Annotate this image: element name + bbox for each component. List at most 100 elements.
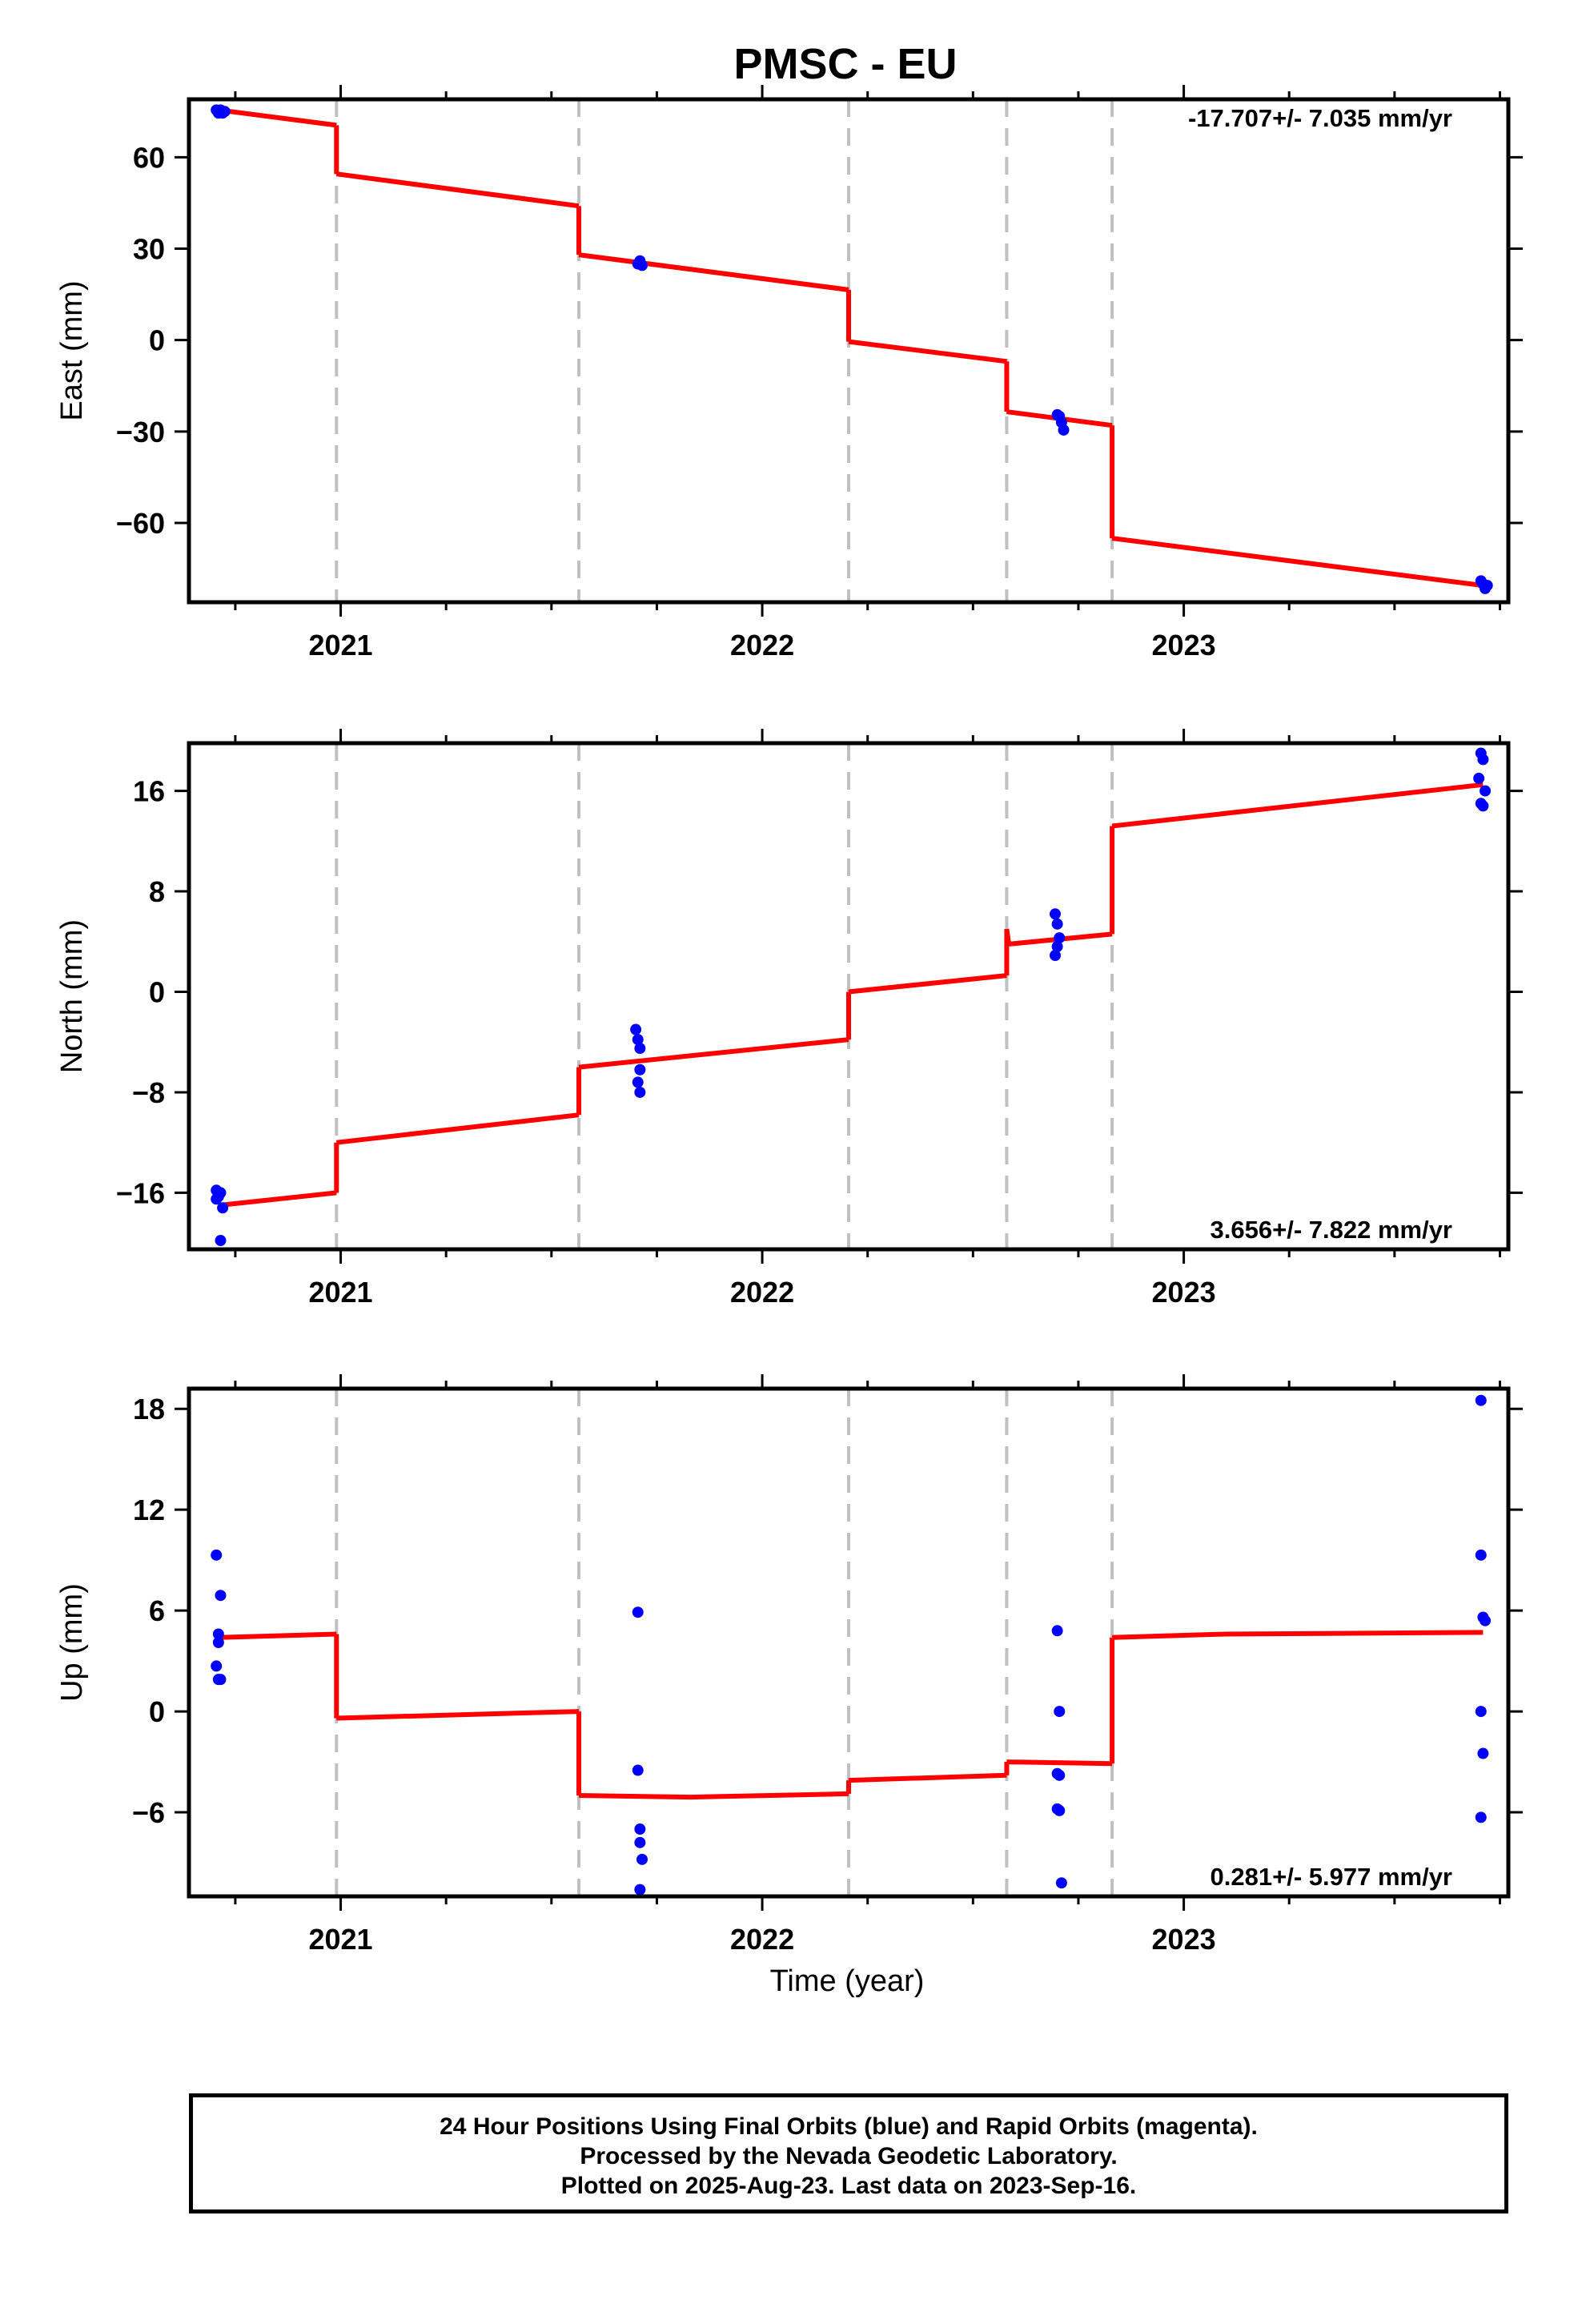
north-model-segment-2 bbox=[578, 1037, 849, 1070]
up-data-point bbox=[632, 1764, 644, 1776]
east-y-tick-label: 30 bbox=[133, 232, 165, 265]
up-model-segment-3 bbox=[848, 1772, 1007, 1783]
north-model-segment-0 bbox=[218, 1190, 337, 1208]
east-data-point bbox=[1481, 580, 1493, 592]
north-panel: −16 −8 0 8 16 2021 2022 2023 North (mm) 3.656+/- … bbox=[55, 729, 1523, 1309]
footer-line-1: 24 Hour Positions Using Final Orbits (bl… bbox=[440, 2113, 1258, 2140]
up-data-point bbox=[1475, 1811, 1487, 1823]
north-plot-area bbox=[211, 743, 1492, 1249]
up-plot-area bbox=[211, 1389, 1492, 1896]
up-model-segment-0 bbox=[218, 1631, 337, 1640]
north-data-point bbox=[634, 1043, 646, 1055]
up-x-tick-label: 2021 bbox=[308, 1923, 372, 1956]
north-y-tick-label: 8 bbox=[149, 875, 165, 908]
east-x-tick-label: 2023 bbox=[1152, 629, 1216, 661]
up-data-point bbox=[215, 1590, 227, 1602]
up-model-segment-1 bbox=[336, 1709, 580, 1721]
east-data-point bbox=[219, 106, 231, 118]
up-data-point bbox=[634, 1884, 646, 1896]
up-panel: −6 0 6 12 18 2021 2022 2023 Up (mm) 0.281+/- 5.97… bbox=[55, 1374, 1523, 1956]
east-model-segment-1 bbox=[335, 171, 580, 209]
north-model-segment-3 bbox=[848, 973, 1007, 995]
east-model-segment-3 bbox=[848, 339, 1007, 364]
up-data-point bbox=[1477, 1747, 1489, 1759]
east-panel: −60 −30 0 30 60 2021 2022 2023 East (mm) -17.707+… bbox=[55, 85, 1523, 661]
east-model-segment-2 bbox=[578, 252, 849, 292]
east-y-tick-label: −30 bbox=[116, 416, 165, 448]
up-y-tick-label: 18 bbox=[133, 1393, 165, 1425]
east-x-tick-label: 2021 bbox=[308, 629, 372, 661]
north-data-point bbox=[1049, 908, 1061, 920]
up-data-point bbox=[1475, 1549, 1487, 1561]
north-data-point bbox=[211, 1193, 223, 1205]
north-x-tick-label: 2021 bbox=[308, 1276, 372, 1309]
footer-line-3: Plotted on 2025-Aug-23. Last data on 202… bbox=[560, 2173, 1137, 2199]
north-y-tick-label: −8 bbox=[132, 1076, 165, 1109]
up-model-segment-4 bbox=[1006, 1759, 1113, 1767]
north-y-tick-label: 16 bbox=[133, 775, 165, 808]
up-data-point bbox=[1480, 1614, 1492, 1626]
east-rate-label: -17.707+/- 7.035 mm/yr bbox=[1188, 104, 1452, 132]
up-rate-label: 0.281+/- 5.977 mm/yr bbox=[1211, 1863, 1452, 1891]
north-x-tick-label: 2023 bbox=[1152, 1276, 1216, 1309]
north-data-point bbox=[630, 1023, 642, 1035]
north-data-point bbox=[1054, 932, 1066, 944]
up-model-segment-5 bbox=[1112, 1630, 1484, 1640]
x-axis-title: Time (year) bbox=[770, 1964, 925, 1998]
north-data-point bbox=[634, 1086, 646, 1098]
up-y-tick-label: 12 bbox=[133, 1494, 165, 1526]
up-x-tick-label: 2023 bbox=[1152, 1923, 1216, 1956]
up-y-tick-label: −6 bbox=[132, 1796, 165, 1829]
north-y-axis-title: North (mm) bbox=[55, 919, 89, 1073]
east-frame bbox=[187, 97, 1511, 605]
up-model-segment-2 bbox=[578, 1791, 849, 1800]
up-data-point bbox=[212, 1637, 224, 1648]
north-data-point bbox=[632, 1076, 644, 1088]
north-data-point bbox=[1477, 800, 1489, 812]
north-model-segment-6 bbox=[1111, 782, 1484, 829]
north-x-tick-label: 2022 bbox=[730, 1276, 794, 1309]
east-data-point bbox=[1058, 424, 1070, 436]
up-y-axis-title: Up (mm) bbox=[55, 1583, 89, 1702]
north-y-tick-label: 0 bbox=[149, 976, 165, 1009]
up-data-point bbox=[632, 1606, 644, 1618]
east-x-tick-label: 2022 bbox=[730, 629, 794, 661]
up-data-point bbox=[211, 1549, 223, 1561]
north-data-point bbox=[632, 1034, 644, 1046]
up-data-point bbox=[636, 1853, 648, 1865]
east-y-tick-label: −60 bbox=[116, 507, 165, 540]
north-rate-label: 3.656+/- 7.822 mm/yr bbox=[1211, 1216, 1452, 1244]
up-data-point bbox=[1475, 1394, 1487, 1406]
up-data-point bbox=[634, 1823, 646, 1835]
east-y-axis-title: East (mm) bbox=[55, 280, 89, 420]
up-y-tick-label: 0 bbox=[149, 1695, 165, 1728]
footer-box: 24 Hour Positions Using Final Orbits (bl… bbox=[189, 2093, 1508, 2213]
up-data-point bbox=[215, 1674, 227, 1686]
east-data-point bbox=[636, 259, 648, 271]
up-data-point bbox=[212, 1628, 224, 1640]
up-data-point bbox=[1054, 1769, 1066, 1781]
north-data-point bbox=[215, 1235, 227, 1247]
east-y-tick-label: 0 bbox=[149, 324, 165, 357]
north-model-segment-1 bbox=[335, 1112, 580, 1145]
north-frame bbox=[187, 741, 1511, 1252]
east-plot-area bbox=[211, 99, 1493, 602]
north-data-point bbox=[1477, 754, 1489, 766]
up-y-tick-label: 6 bbox=[149, 1594, 165, 1627]
up-data-point bbox=[1051, 1625, 1063, 1637]
north-data-point bbox=[1480, 785, 1492, 797]
up-data-point bbox=[1054, 1804, 1066, 1816]
up-data-point bbox=[634, 1836, 646, 1848]
footer-line-2: Processed by the Nevada Geodetic Laborat… bbox=[580, 2143, 1118, 2169]
up-frame bbox=[187, 1386, 1511, 1899]
north-data-point bbox=[217, 1202, 229, 1214]
chart-title: PMSC - EU bbox=[733, 40, 957, 88]
north-data-point bbox=[1473, 772, 1485, 784]
east-y-tick-label: 60 bbox=[133, 141, 165, 174]
up-x-tick-label: 2022 bbox=[730, 1923, 794, 1956]
up-data-point bbox=[1055, 1877, 1067, 1889]
north-data-point bbox=[1049, 950, 1061, 962]
north-data-point bbox=[1051, 918, 1063, 930]
east-model-segment-5 bbox=[1111, 536, 1484, 589]
